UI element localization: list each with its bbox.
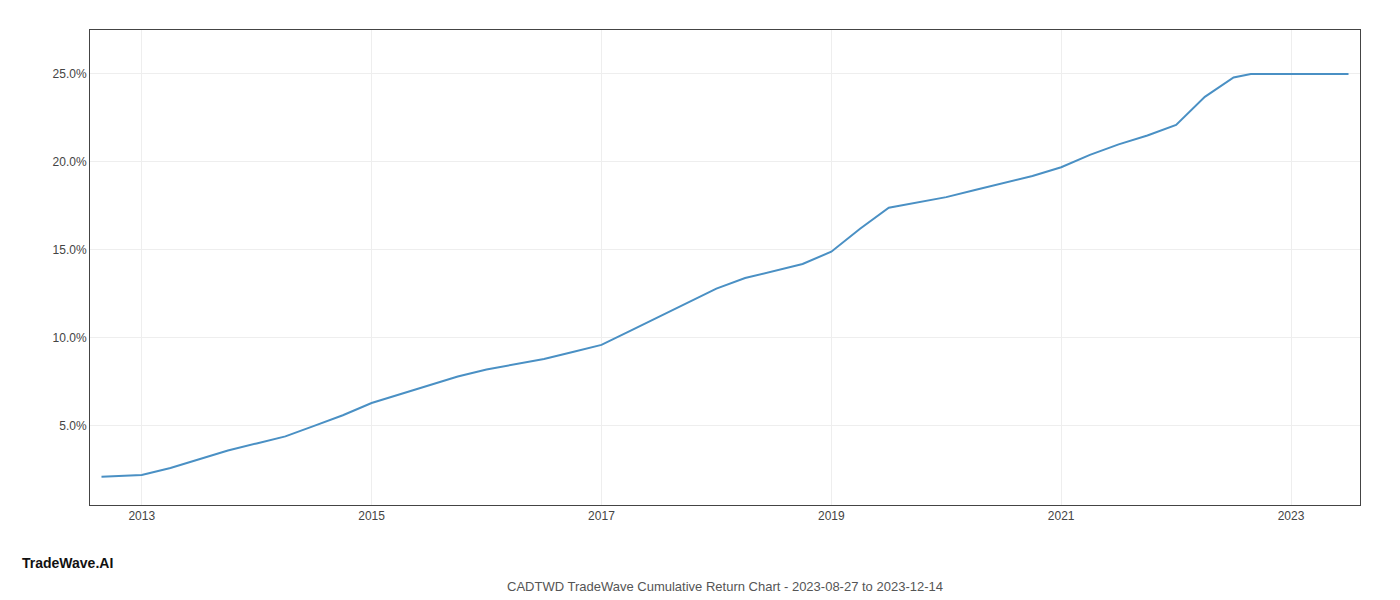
svg-text:25.0%: 25.0% (53, 67, 87, 81)
svg-text:2017: 2017 (588, 509, 615, 523)
svg-text:2015: 2015 (358, 509, 385, 523)
svg-text:2023: 2023 (1278, 509, 1305, 523)
svg-text:5.0%: 5.0% (59, 419, 87, 433)
svg-text:10.0%: 10.0% (53, 331, 87, 345)
svg-text:2021: 2021 (1048, 509, 1075, 523)
svg-text:15.0%: 15.0% (53, 243, 87, 257)
svg-text:TradeWave.AI: TradeWave.AI (22, 555, 113, 571)
svg-text:CADTWD TradeWave Cumulative Re: CADTWD TradeWave Cumulative Return Chart… (507, 579, 943, 594)
svg-text:20.0%: 20.0% (53, 155, 87, 169)
svg-text:2013: 2013 (128, 509, 155, 523)
svg-text:2019: 2019 (818, 509, 845, 523)
